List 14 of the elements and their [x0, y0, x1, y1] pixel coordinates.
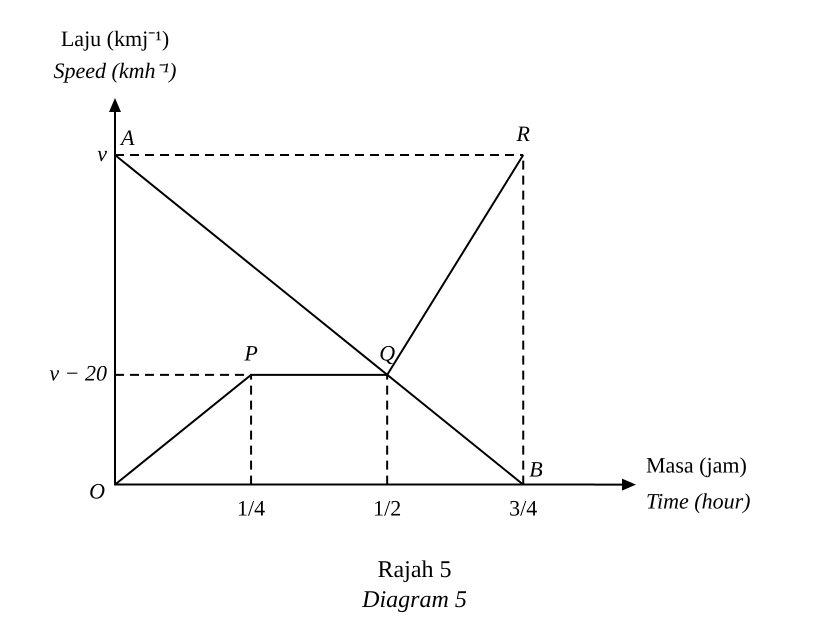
text: Rajah 5 Diagram 5	[360, 556, 468, 615]
x-tick-label: 1/2	[373, 496, 402, 521]
annotation: v − 20	[49, 360, 107, 386]
annotation: O	[89, 478, 106, 504]
annotation: Q	[379, 340, 396, 366]
annotation: A	[119, 124, 135, 150]
annotation: P	[243, 340, 258, 366]
annotation: B	[529, 456, 543, 482]
x-axis-title: Masa (jam) Time (hour)	[646, 452, 750, 514]
x-tick-label: 1/4	[237, 496, 266, 521]
annotation: R	[516, 120, 531, 146]
y-axis-title: Laju (kmj⁻¹) Speed (kmh⁻¹)	[54, 26, 176, 83]
annotation: v	[97, 140, 108, 166]
x-tick-label: 3/4	[509, 496, 538, 521]
